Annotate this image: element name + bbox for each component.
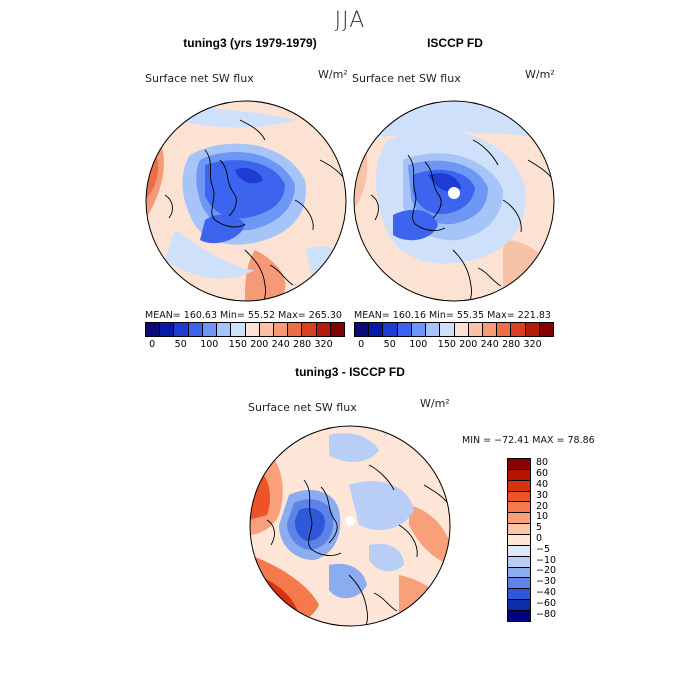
right-colorbar-swatch: [397, 323, 412, 336]
diff-colorbar-tick-label: 0: [536, 533, 543, 544]
diff-colorbar-tick-label: −60: [536, 597, 557, 609]
diff-colorbar-swatch: [508, 578, 530, 590]
diff-colorbar-swatch: [508, 513, 530, 525]
right-polar-map: [353, 100, 555, 302]
diff-colorbar-swatch: [508, 502, 530, 514]
right-colorbar-swatch: [383, 323, 398, 336]
left-colorbar-swatches: [145, 322, 345, 337]
left-colorbar-swatch: [160, 323, 175, 336]
right-colorbar-swatch: [539, 323, 554, 336]
left-colorbar-swatch: [302, 323, 317, 336]
diff-colorbar-tick-label: 40: [536, 479, 549, 490]
diff-colorbar-swatch: [508, 611, 530, 621]
left-colorbar-tick-label: 150: [228, 339, 247, 350]
left-colorbar-tick-label: 320: [314, 339, 333, 350]
diff-colorbar-tick-label: −40: [536, 587, 557, 598]
diff-colorbar-tick-label: −10: [536, 554, 557, 566]
left-variable-label: Surface net SW flux: [145, 72, 254, 85]
left-polar-map: [145, 100, 347, 302]
diff-colorbar-tick-label: 5: [536, 522, 543, 534]
left-colorbar-swatch: [217, 323, 232, 336]
diff-units-label: W/m²: [420, 397, 450, 410]
diff-colorbar-tick-label: 20: [536, 500, 549, 512]
right-colorbar-swatch: [497, 323, 512, 336]
left-colorbar-swatch: [146, 323, 161, 336]
left-colorbar-tick-label: 240: [271, 339, 290, 350]
right-colorbar-tick-label: 240: [480, 339, 499, 350]
diff-colorbar-tick-label: −5: [536, 543, 551, 555]
diff-colorbar-tick-label: −30: [536, 576, 557, 588]
left-colorbar-swatch: [330, 323, 345, 336]
diff-colorbar: [507, 458, 531, 622]
diff-colorbar-tick-label: 30: [536, 489, 549, 501]
right-variable-label: Surface net SW flux: [352, 72, 461, 85]
right-colorbar-ticks: 0 50 100 150 200 240 280 320: [354, 337, 554, 351]
left-colorbar-swatch: [259, 323, 274, 336]
diff-colorbar-swatch: [508, 545, 530, 557]
left-colorbar-swatch: [316, 323, 331, 336]
right-colorbar-swatch: [411, 323, 427, 336]
right-colorbar-swatch: [454, 323, 469, 336]
diff-colorbar-swatch: [508, 535, 530, 546]
left-colorbar-swatch: [245, 323, 260, 336]
right-colorbar-tick-label: 280: [502, 339, 521, 350]
left-colorbar-swatch: [231, 323, 246, 336]
diff-colorbar-swatch: [508, 600, 530, 612]
right-panel-title: ISCCP FD: [427, 36, 483, 50]
diff-colorbar-ticks: 80 60 40 30 20 10 5 0 −5 −10 −20 −30 −40 −60 −80: [536, 457, 576, 620]
diff-colorbar-swatch: [508, 491, 530, 503]
left-colorbar-swatch: [174, 323, 189, 336]
diff-stats: MIN = −72.41 MAX = 78.86: [462, 435, 595, 446]
left-panel-title: tuning3 (yrs 1979-1979): [183, 36, 317, 50]
diff-colorbar-swatch: [508, 524, 530, 536]
left-colorbar-tick-label: 0: [149, 339, 156, 350]
right-colorbar-swatch: [511, 323, 526, 336]
right-colorbar-tick-label: 100: [409, 339, 428, 350]
right-colorbar-tick-label: 320: [523, 339, 542, 350]
diff-colorbar-swatch: [508, 480, 530, 492]
right-units-label: W/m²: [525, 68, 555, 81]
right-colorbar-swatch: [440, 323, 455, 336]
diff-variable-label: Surface net SW flux: [248, 401, 357, 414]
right-colorbar-tick-label: 200: [459, 339, 478, 350]
diff-polar-map: [249, 425, 451, 627]
left-colorbar-tick-label: 280: [293, 339, 312, 350]
diff-colorbar-swatch: [508, 459, 530, 470]
left-colorbar-ticks: 0 50 100 150 200 240 280 320: [145, 337, 345, 351]
left-stats: MEAN= 160.63 Min= 55.52 Max= 265.30: [145, 310, 342, 321]
right-colorbar-swatch: [426, 323, 441, 336]
diff-colorbar-swatch: [508, 589, 530, 601]
figure-title: JJA: [334, 8, 366, 33]
left-colorbar-swatch: [273, 323, 289, 336]
right-colorbar-tick-label: 50: [383, 339, 396, 350]
diff-colorbar-tick-label: 60: [536, 468, 549, 480]
left-colorbar-tick-label: 50: [174, 339, 187, 350]
right-colorbar-tick-label: 150: [437, 339, 456, 350]
diff-colorbar-tick-label: −20: [536, 565, 557, 577]
right-colorbar-tick-label: 0: [358, 339, 365, 350]
left-units-label: W/m²: [318, 68, 348, 81]
right-colorbar-swatches: [354, 322, 554, 337]
diff-colorbar-swatch: [508, 469, 530, 481]
left-colorbar-swatch: [288, 323, 303, 336]
left-colorbar-swatch: [202, 323, 218, 336]
right-colorbar-swatch: [525, 323, 540, 336]
diff-colorbar-tick-label: −80: [536, 608, 557, 620]
right-stats: MEAN= 160.16 Min= 55.35 Max= 221.83: [354, 310, 551, 321]
diff-panel-title: tuning3 - ISCCP FD: [295, 365, 405, 379]
right-colorbar-swatch: [369, 323, 384, 336]
right-colorbar: 0 50 100 150 200 240 280 320: [354, 322, 554, 351]
right-colorbar-swatch: [355, 323, 370, 336]
diff-colorbar-tick-label: 10: [536, 511, 549, 523]
diff-colorbar-swatch: [508, 567, 530, 579]
right-colorbar-swatch: [482, 323, 498, 336]
left-colorbar-tick-label: 200: [250, 339, 269, 350]
diff-colorbar-tick-label: 80: [536, 457, 549, 469]
left-colorbar-tick-label: 100: [200, 339, 219, 350]
diff-colorbar-swatch: [508, 556, 530, 568]
left-colorbar: 0 50 100 150 200 240 280 320: [145, 322, 345, 351]
left-colorbar-swatch: [188, 323, 203, 336]
right-colorbar-swatch: [468, 323, 483, 336]
